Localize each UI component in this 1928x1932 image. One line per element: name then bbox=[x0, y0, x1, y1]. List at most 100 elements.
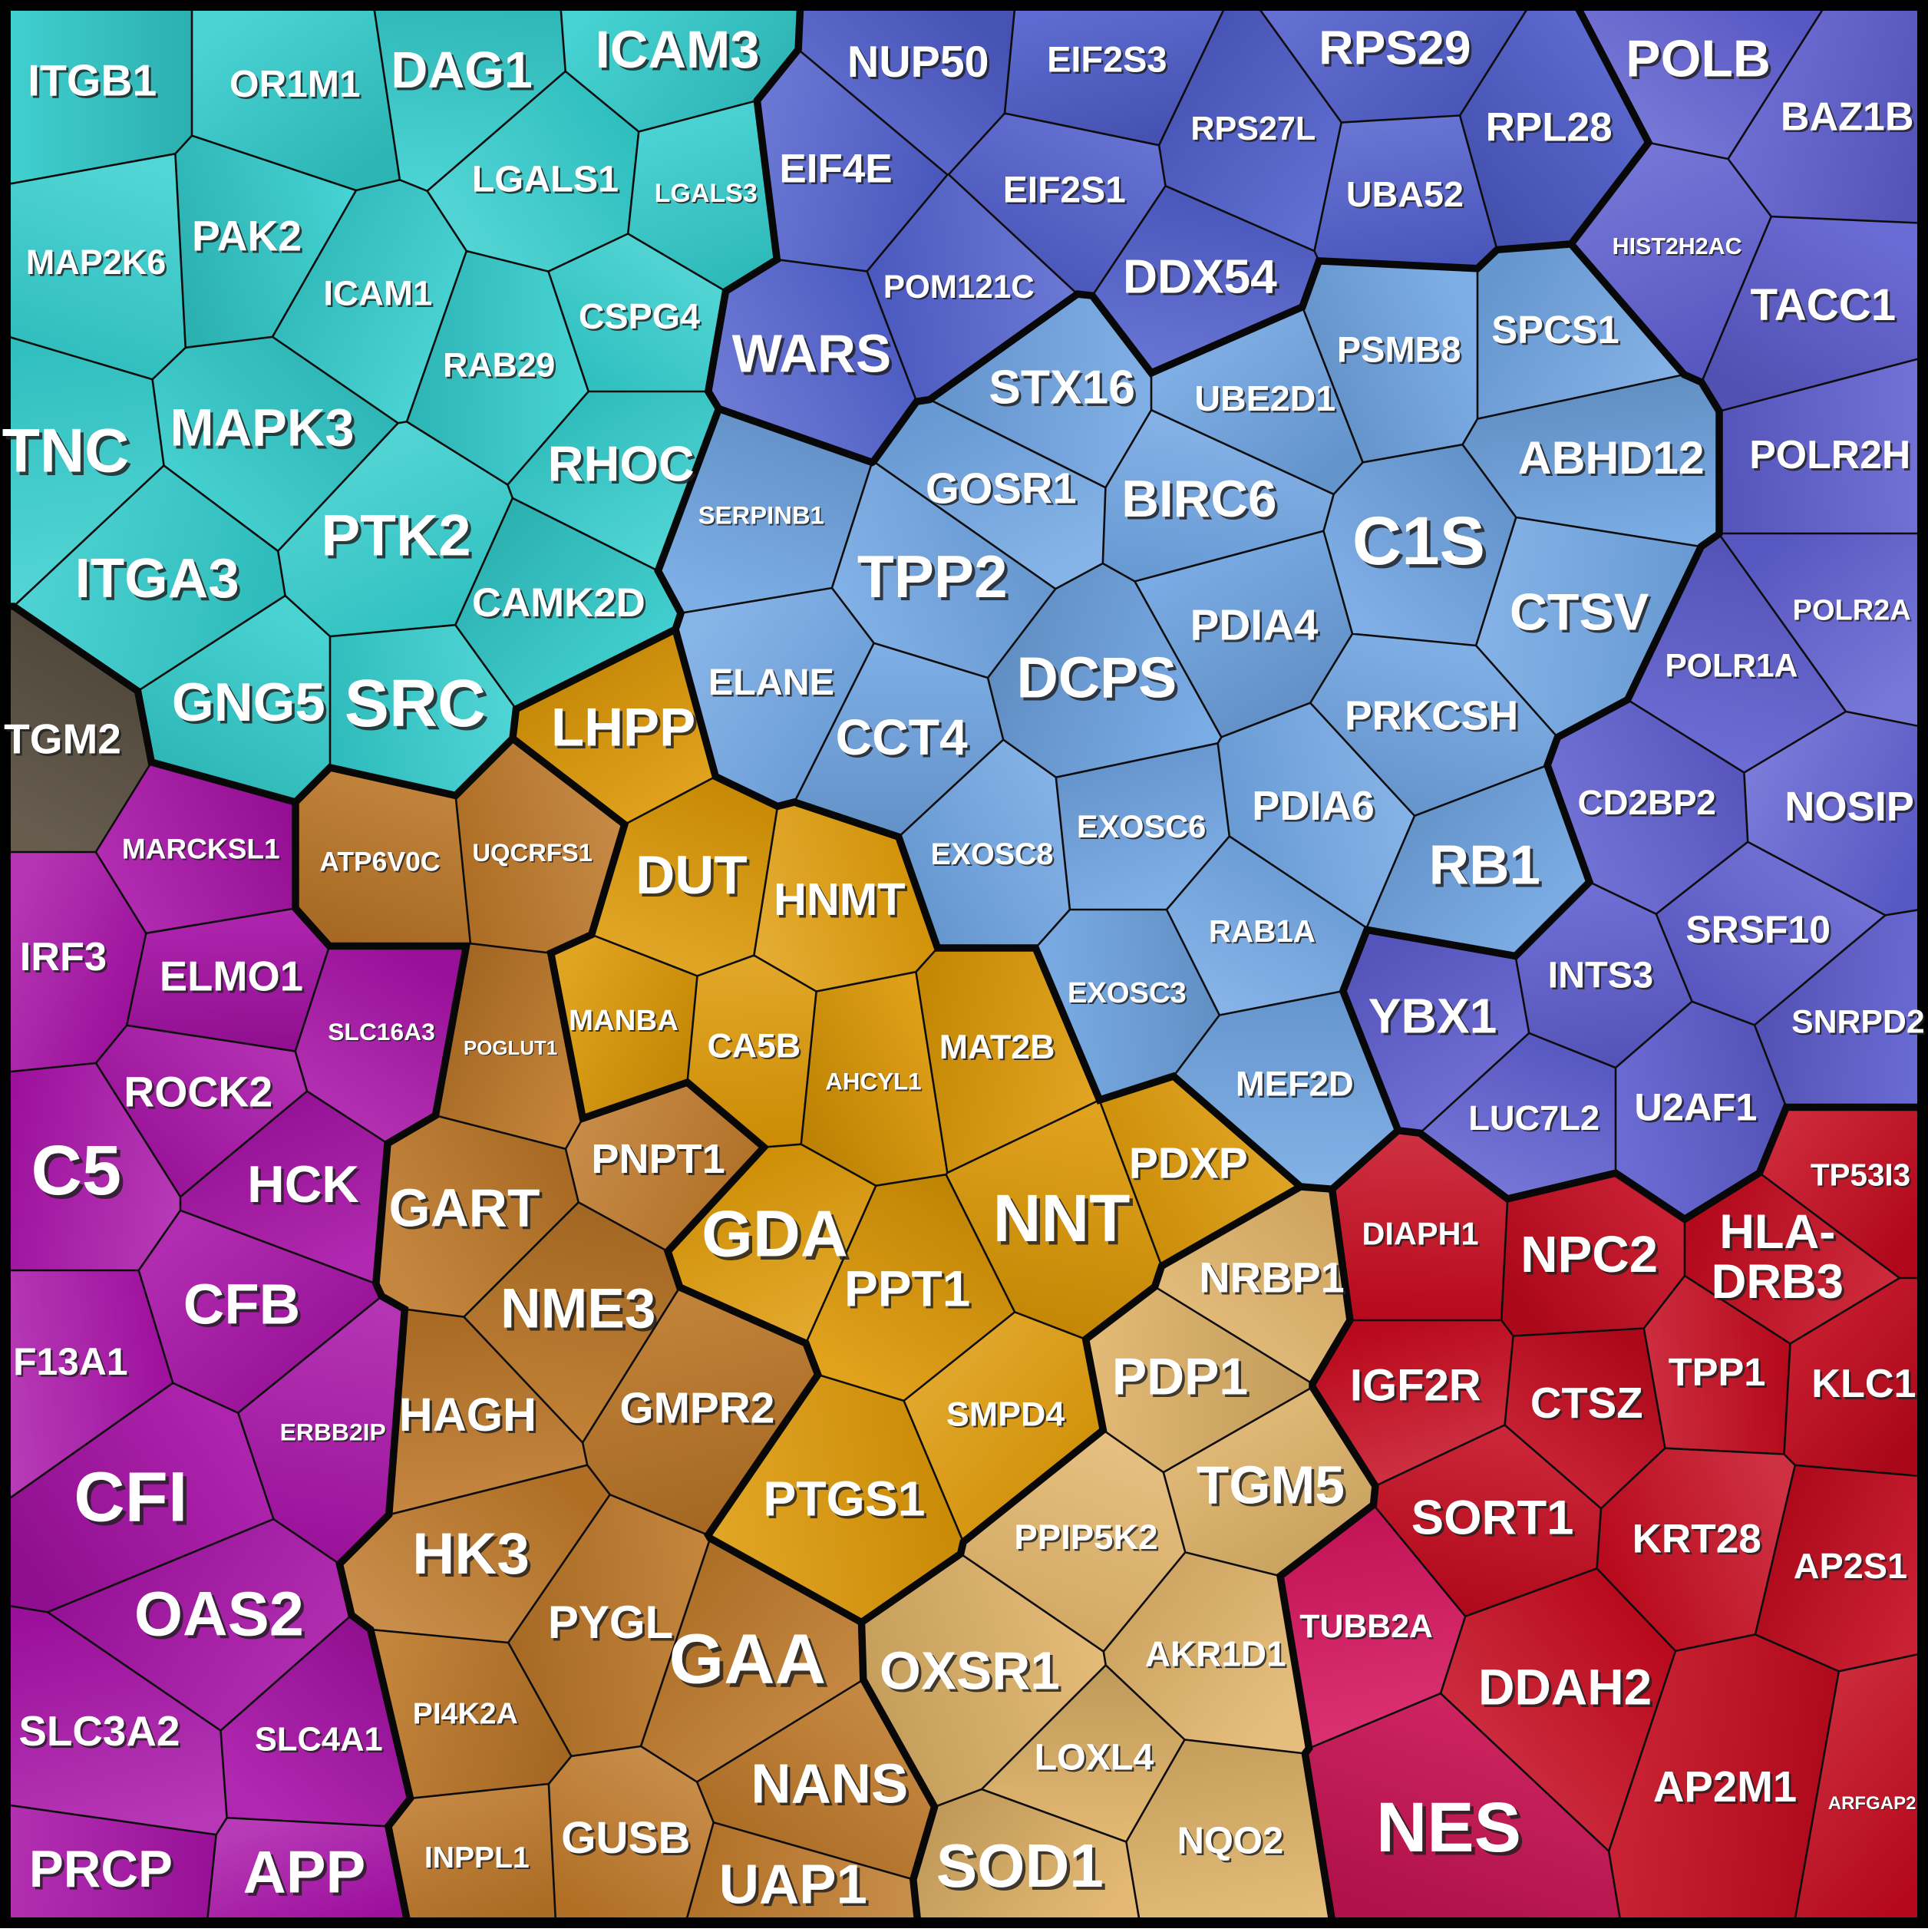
svg-text:PNPT1: PNPT1 bbox=[591, 1136, 725, 1182]
svg-text:PRKCSH: PRKCSH bbox=[1345, 692, 1518, 738]
svg-text:NES: NES bbox=[1376, 1788, 1521, 1867]
svg-text:CSPG4: CSPG4 bbox=[579, 296, 700, 336]
svg-text:AP2M1: AP2M1 bbox=[1653, 1762, 1797, 1811]
svg-text:EXOSC6: EXOSC6 bbox=[1077, 808, 1206, 844]
svg-text:PDIA4: PDIA4 bbox=[1190, 600, 1319, 649]
svg-text:DAG1: DAG1 bbox=[391, 42, 532, 99]
svg-text:SERPINB1: SERPINB1 bbox=[698, 501, 824, 530]
svg-text:AP2S1: AP2S1 bbox=[1794, 1546, 1907, 1586]
svg-text:TUBB2A: TUBB2A bbox=[1299, 1608, 1433, 1645]
svg-text:SPCS1: SPCS1 bbox=[1491, 308, 1619, 352]
svg-text:INTS3: INTS3 bbox=[1548, 954, 1653, 996]
svg-text:SLC3A2: SLC3A2 bbox=[18, 1707, 180, 1755]
svg-text:RB1: RB1 bbox=[1429, 834, 1540, 897]
svg-text:WARS: WARS bbox=[732, 324, 892, 384]
svg-text:HLA-: HLA- bbox=[1719, 1205, 1835, 1259]
svg-text:HAGH: HAGH bbox=[399, 1389, 536, 1441]
svg-text:PPIP5K2: PPIP5K2 bbox=[1014, 1518, 1157, 1557]
svg-text:BAZ1B: BAZ1B bbox=[1781, 94, 1914, 139]
svg-text:C1S: C1S bbox=[1352, 502, 1485, 579]
svg-text:RPS29: RPS29 bbox=[1319, 21, 1471, 75]
svg-text:UQCRFS1: UQCRFS1 bbox=[472, 838, 593, 867]
svg-text:NRBP1: NRBP1 bbox=[1199, 1253, 1344, 1301]
svg-text:LOXL4: LOXL4 bbox=[1035, 1736, 1154, 1778]
svg-text:TP53I3: TP53I3 bbox=[1811, 1157, 1910, 1192]
svg-text:LUC7L2: LUC7L2 bbox=[1468, 1098, 1600, 1138]
svg-text:IGF2R: IGF2R bbox=[1350, 1361, 1481, 1411]
svg-text:UAP1: UAP1 bbox=[719, 1853, 867, 1915]
svg-text:UBA52: UBA52 bbox=[1346, 174, 1464, 214]
svg-text:GOSR1: GOSR1 bbox=[926, 464, 1077, 512]
svg-text:OAS2: OAS2 bbox=[134, 1580, 304, 1649]
svg-text:CTSZ: CTSZ bbox=[1530, 1379, 1643, 1427]
svg-text:SLC4A1: SLC4A1 bbox=[255, 1722, 383, 1759]
svg-text:TGM5: TGM5 bbox=[1197, 1455, 1345, 1515]
svg-text:ERBB2IP: ERBB2IP bbox=[280, 1418, 386, 1446]
svg-text:SNRPD2: SNRPD2 bbox=[1791, 1004, 1925, 1041]
svg-text:DRB3: DRB3 bbox=[1712, 1255, 1844, 1309]
svg-text:ICAM1: ICAM1 bbox=[323, 274, 432, 313]
svg-text:HIST2H2AC: HIST2H2AC bbox=[1613, 233, 1742, 259]
svg-text:ATP6V0C: ATP6V0C bbox=[319, 846, 440, 877]
svg-text:TNC: TNC bbox=[2, 417, 130, 486]
svg-text:PDIA6: PDIA6 bbox=[1252, 783, 1375, 829]
svg-text:ITGB1: ITGB1 bbox=[28, 57, 157, 106]
svg-text:GUSB: GUSB bbox=[561, 1813, 690, 1863]
svg-text:NPC2: NPC2 bbox=[1520, 1226, 1658, 1283]
svg-text:STX16: STX16 bbox=[989, 362, 1135, 414]
svg-text:POGLUT1: POGLUT1 bbox=[464, 1038, 557, 1059]
svg-text:PTK2: PTK2 bbox=[321, 503, 470, 568]
svg-text:KLC1: KLC1 bbox=[1811, 1362, 1916, 1406]
svg-text:ELANE: ELANE bbox=[708, 662, 834, 703]
svg-text:KRT28: KRT28 bbox=[1633, 1516, 1761, 1561]
svg-text:MANBA: MANBA bbox=[569, 1004, 678, 1037]
svg-text:PDP1: PDP1 bbox=[1112, 1348, 1248, 1405]
svg-text:U2AF1: U2AF1 bbox=[1634, 1085, 1757, 1128]
svg-text:ITGA3: ITGA3 bbox=[75, 547, 239, 609]
svg-text:INPPL1: INPPL1 bbox=[424, 1841, 530, 1874]
svg-text:RPS27L: RPS27L bbox=[1190, 111, 1316, 147]
svg-text:NOSIP: NOSIP bbox=[1784, 784, 1914, 830]
svg-text:MEF2D: MEF2D bbox=[1236, 1065, 1354, 1104]
svg-text:PTGS1: PTGS1 bbox=[763, 1471, 925, 1527]
svg-text:ARFGAP2: ARFGAP2 bbox=[1828, 1793, 1916, 1814]
svg-text:TGM2: TGM2 bbox=[4, 715, 121, 763]
svg-text:BIRC6: BIRC6 bbox=[1121, 471, 1276, 528]
svg-text:MARCKSL1: MARCKSL1 bbox=[122, 832, 280, 864]
svg-text:POLB: POLB bbox=[1626, 30, 1771, 88]
svg-text:PAK2: PAK2 bbox=[192, 212, 302, 259]
svg-text:EXOSC8: EXOSC8 bbox=[931, 837, 1054, 871]
svg-text:EIF2S1: EIF2S1 bbox=[1003, 170, 1126, 210]
svg-text:PRCP: PRCP bbox=[29, 1841, 173, 1898]
svg-text:DDX54: DDX54 bbox=[1123, 250, 1277, 303]
svg-text:TPP1: TPP1 bbox=[1669, 1350, 1766, 1394]
svg-text:SOD1: SOD1 bbox=[936, 1831, 1104, 1900]
svg-text:LHPP: LHPP bbox=[551, 696, 695, 757]
svg-text:TPP2: TPP2 bbox=[857, 543, 1008, 610]
svg-text:SLC16A3: SLC16A3 bbox=[328, 1018, 435, 1045]
svg-text:MAP2K6: MAP2K6 bbox=[26, 243, 167, 282]
svg-text:GDA: GDA bbox=[702, 1197, 848, 1270]
svg-text:NME3: NME3 bbox=[500, 1277, 656, 1339]
svg-text:CD2BP2: CD2BP2 bbox=[1578, 783, 1716, 822]
svg-text:IRF3: IRF3 bbox=[20, 935, 107, 979]
svg-text:DCPS: DCPS bbox=[1016, 646, 1177, 710]
svg-text:LGALS1: LGALS1 bbox=[472, 159, 619, 200]
svg-text:MAT2B: MAT2B bbox=[939, 1029, 1055, 1066]
svg-text:ROCK2: ROCK2 bbox=[124, 1068, 272, 1115]
svg-text:ELMO1: ELMO1 bbox=[160, 953, 303, 999]
svg-text:POM121C: POM121C bbox=[883, 269, 1035, 305]
svg-text:POLR2A: POLR2A bbox=[1793, 595, 1911, 627]
svg-text:SRSF10: SRSF10 bbox=[1685, 908, 1831, 951]
svg-text:SRC: SRC bbox=[345, 665, 486, 741]
svg-text:F13A1: F13A1 bbox=[13, 1340, 127, 1383]
svg-text:DDAH2: DDAH2 bbox=[1478, 1660, 1652, 1716]
svg-text:OXSR1: OXSR1 bbox=[880, 1640, 1060, 1700]
svg-text:MAPK3: MAPK3 bbox=[170, 398, 354, 457]
svg-text:LGALS3: LGALS3 bbox=[655, 179, 758, 208]
svg-text:SMPD4: SMPD4 bbox=[946, 1395, 1065, 1433]
svg-text:UBE2D1: UBE2D1 bbox=[1194, 378, 1335, 418]
svg-text:CFB: CFB bbox=[183, 1272, 300, 1336]
svg-text:DUT: DUT bbox=[636, 845, 748, 906]
svg-text:RPL28: RPL28 bbox=[1486, 105, 1613, 150]
